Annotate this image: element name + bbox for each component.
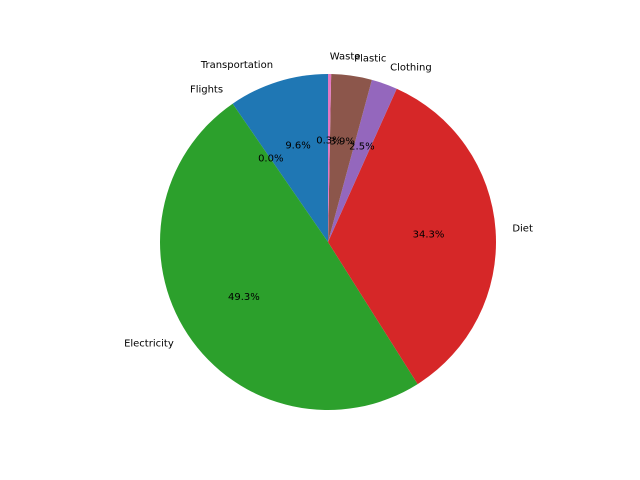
- percent-label-electricity: 49.3%: [228, 292, 260, 303]
- pie-slice-transportation: [232, 74, 328, 242]
- percent-label-transportation: 9.6%: [285, 140, 310, 151]
- pie-slices: [159, 74, 496, 411]
- category-label-electricity: Electricity: [124, 338, 174, 349]
- pie-slice-clothing: [328, 79, 397, 242]
- percent-labels: 9.6%0.0% 49.3% 34.3% 2.5%3.9%0.3%: [228, 136, 444, 303]
- percent-label-waste: 0.3%: [316, 136, 341, 147]
- percent-label-flights: 0.0%: [258, 154, 283, 165]
- category-label-flights: Flights: [190, 84, 223, 95]
- percent-label-diet: 34.3%: [413, 229, 445, 240]
- percent-label-clothing: 2.5%: [349, 142, 374, 153]
- category-label-clothing: Clothing: [390, 62, 432, 73]
- percent-label-plastic: 3.9%: [330, 137, 355, 148]
- category-label-transportation: Transportation: [200, 60, 273, 71]
- category-label-waste: Waste: [330, 52, 361, 63]
- category-label-diet: Diet: [512, 223, 533, 234]
- pie-slice-diet: [328, 88, 496, 385]
- pie-slice-electricity: [159, 103, 418, 411]
- category-label-plastic: Plastic: [354, 54, 386, 65]
- category-labels: Transportation Flights Electricity Diet Clot…: [124, 52, 533, 350]
- pie-slice-waste: [328, 74, 332, 242]
- pie-slice-plastic: [328, 74, 372, 242]
